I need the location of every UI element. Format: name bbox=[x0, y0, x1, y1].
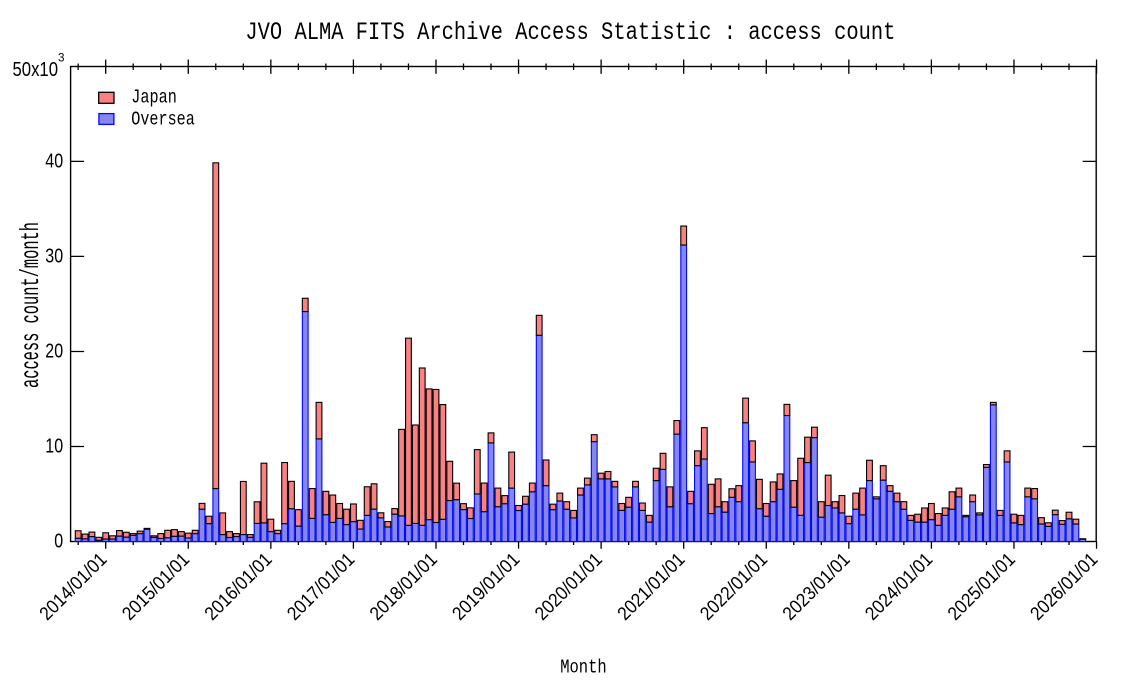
svg-text:3: 3 bbox=[58, 51, 65, 65]
svg-text:Month: Month bbox=[560, 656, 607, 678]
svg-text:Japan: Japan bbox=[131, 87, 177, 109]
svg-text:0: 0 bbox=[54, 529, 63, 552]
svg-text:40: 40 bbox=[45, 149, 63, 172]
svg-text:10: 10 bbox=[45, 434, 63, 457]
svg-text:30: 30 bbox=[45, 244, 63, 267]
svg-text:access count/month: access count/month bbox=[16, 222, 46, 388]
svg-text:50x10: 50x10 bbox=[13, 58, 59, 81]
svg-text:JVO ALMA FITS Archive Access S: JVO ALMA FITS Archive Access Statistic :… bbox=[245, 18, 895, 47]
svg-text:Oversea: Oversea bbox=[131, 109, 195, 131]
svg-text:20: 20 bbox=[45, 339, 63, 362]
